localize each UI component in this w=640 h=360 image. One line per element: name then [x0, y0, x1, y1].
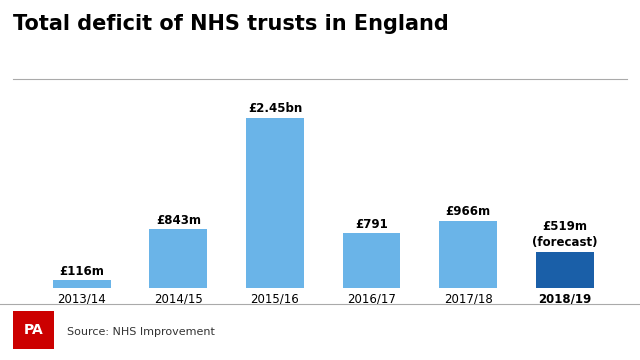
Bar: [246, 118, 304, 288]
Bar: [536, 252, 594, 288]
Bar: [52, 280, 111, 288]
Text: £2.45bn: £2.45bn: [248, 102, 302, 115]
Text: £519m
(forecast): £519m (forecast): [532, 220, 598, 249]
Text: Total deficit of NHS trusts in England: Total deficit of NHS trusts in England: [13, 14, 449, 35]
Text: £116m: £116m: [60, 265, 104, 278]
Bar: [439, 221, 497, 288]
Bar: [342, 233, 401, 288]
Text: PA: PA: [24, 323, 44, 337]
Text: £791: £791: [355, 217, 388, 230]
Text: £966m: £966m: [445, 206, 491, 219]
Text: Source: NHS Improvement: Source: NHS Improvement: [67, 327, 215, 337]
Text: £843m: £843m: [156, 214, 201, 227]
Bar: [149, 229, 207, 288]
